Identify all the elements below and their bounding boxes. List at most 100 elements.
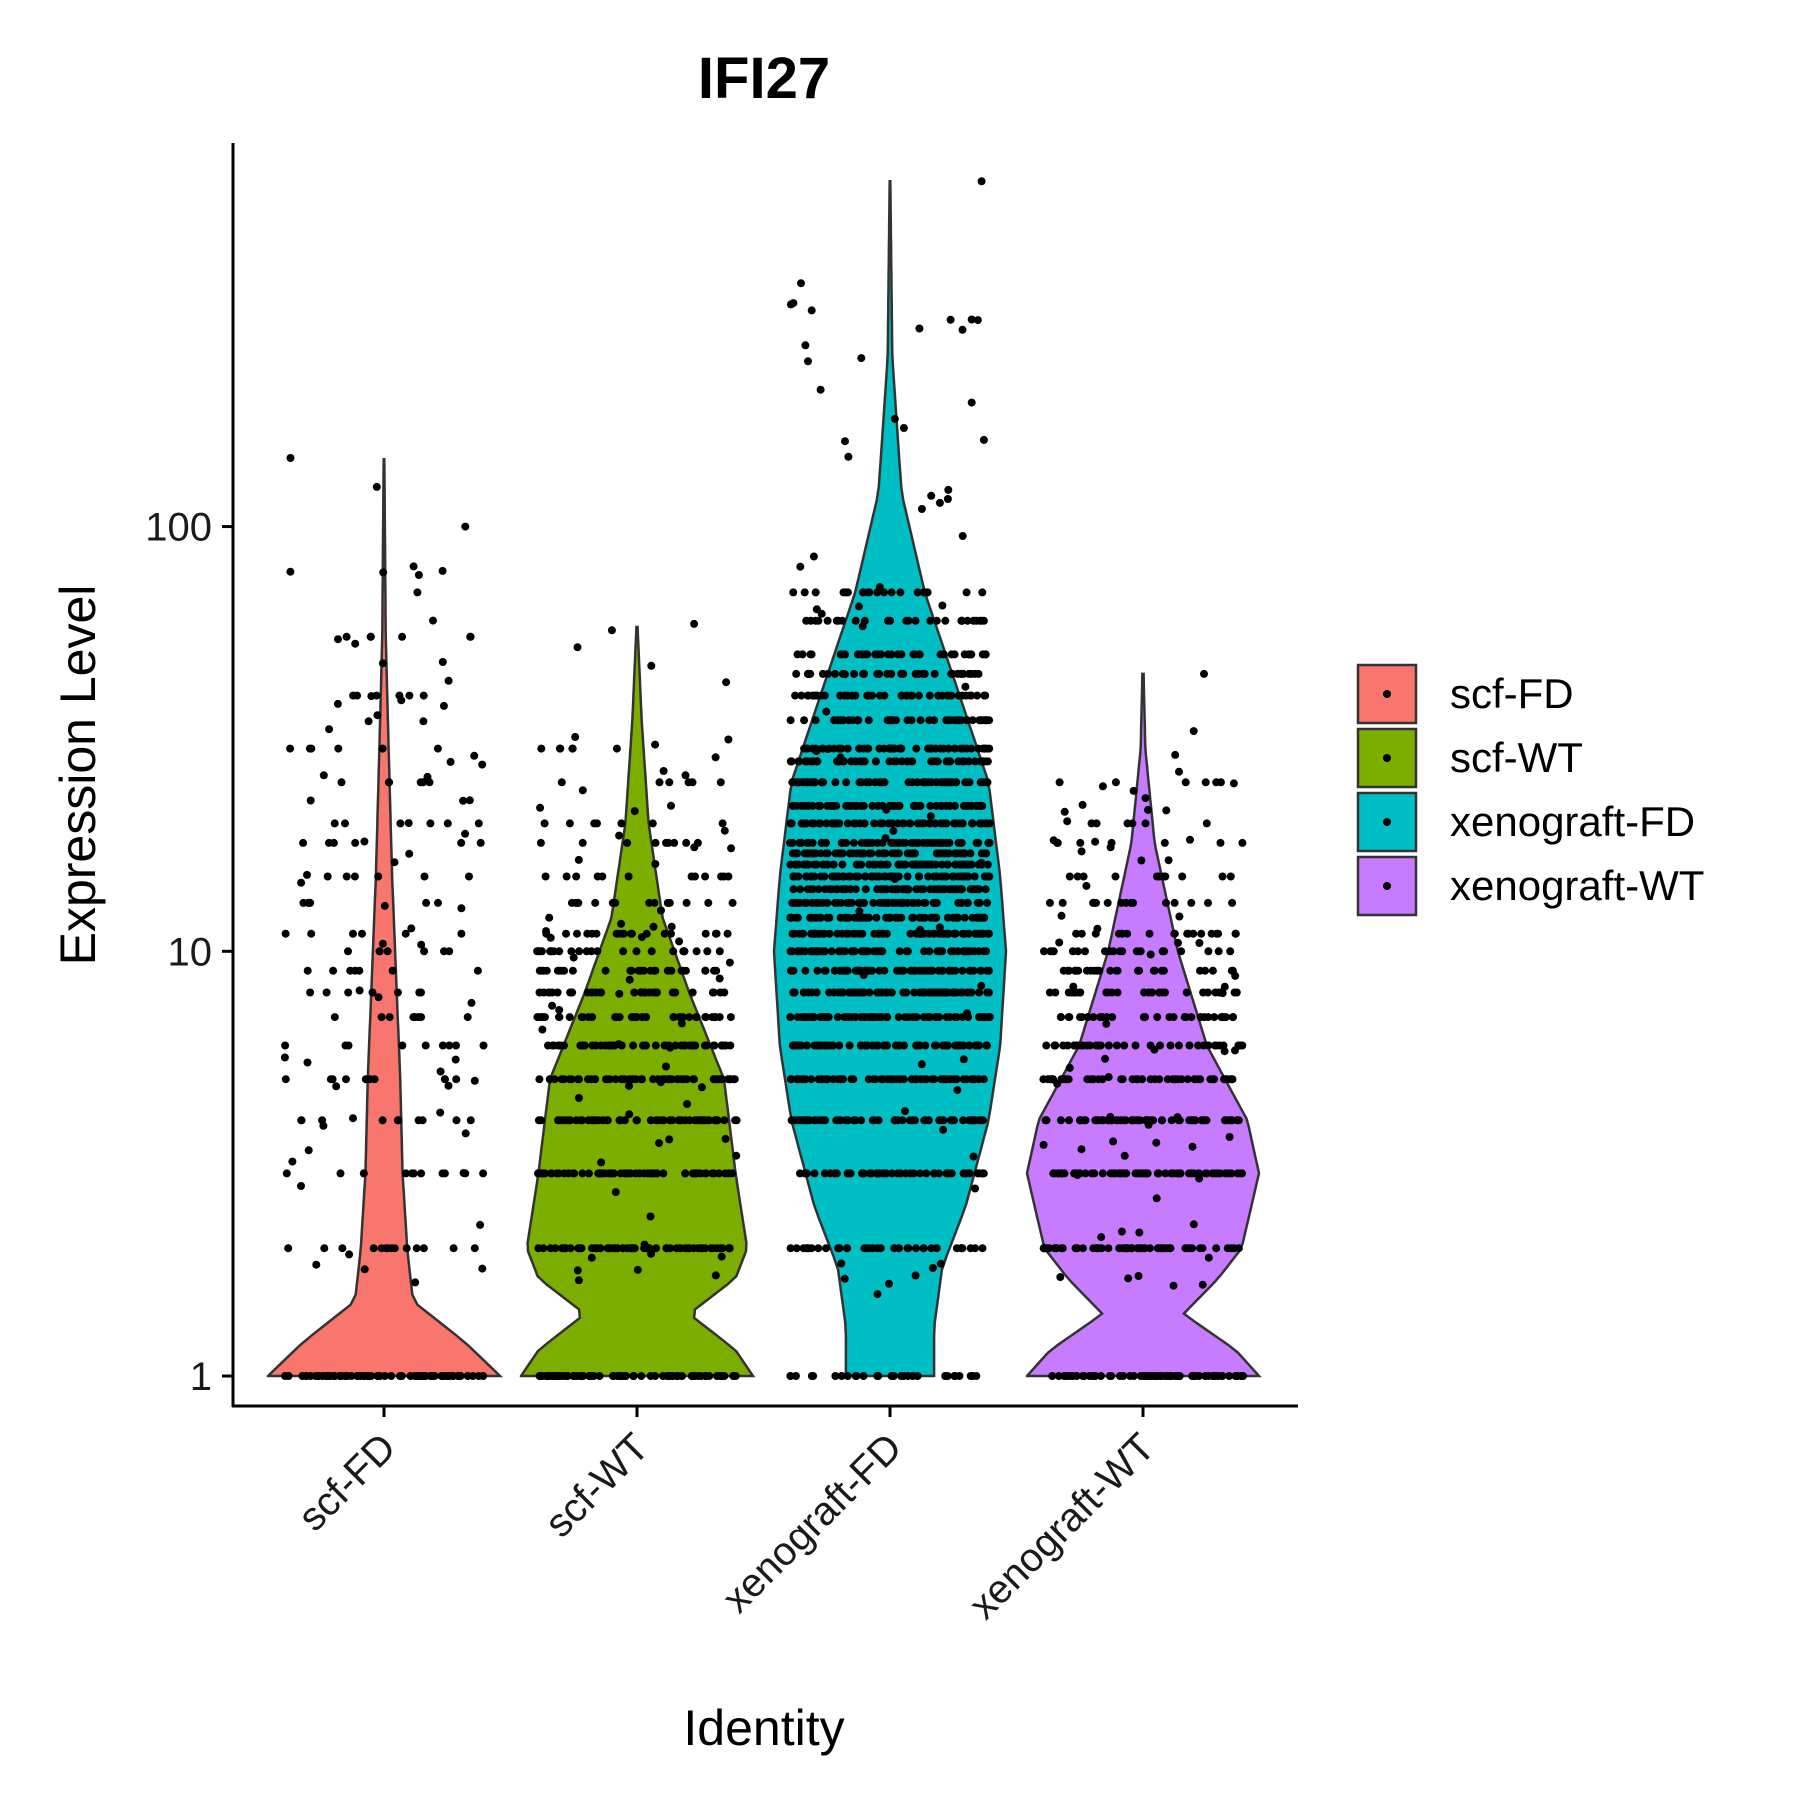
data-point	[927, 757, 936, 766]
data-point	[894, 1041, 903, 1050]
data-point	[470, 1244, 479, 1253]
data-point	[903, 849, 912, 858]
data-point	[1057, 1116, 1065, 1125]
data-point	[466, 1116, 475, 1125]
data-point	[787, 757, 796, 766]
data-point	[578, 1372, 587, 1380]
data-point	[801, 898, 810, 907]
data-point	[572, 872, 581, 881]
data-point	[401, 929, 410, 938]
data-point	[921, 913, 930, 922]
data-point	[831, 898, 839, 907]
data-point	[438, 1169, 447, 1178]
data-point	[538, 1169, 547, 1178]
outlier-point	[379, 568, 388, 577]
data-point	[1146, 1075, 1155, 1084]
data-point	[912, 1244, 920, 1253]
data-point	[838, 872, 847, 881]
data-point	[342, 872, 351, 881]
data-point	[1181, 778, 1190, 787]
data-point	[936, 1116, 945, 1125]
data-point	[341, 819, 349, 828]
data-point	[834, 1116, 843, 1125]
data-point	[825, 988, 834, 997]
data-point	[653, 1169, 662, 1178]
data-point	[562, 929, 570, 938]
data-point	[446, 757, 455, 766]
data-point	[1224, 1169, 1233, 1178]
data-point	[924, 872, 933, 881]
data-point	[550, 1075, 559, 1084]
data-point	[930, 669, 939, 678]
data-point	[1139, 1013, 1148, 1022]
data-point	[959, 1075, 968, 1084]
data-point	[875, 872, 884, 881]
data-point	[707, 1244, 716, 1253]
data-point	[571, 733, 580, 741]
data-point	[560, 1169, 569, 1178]
data-point	[360, 1265, 369, 1274]
data-point	[921, 898, 930, 907]
data-point	[1088, 1075, 1097, 1084]
data-point	[398, 632, 407, 641]
data-point	[1173, 1113, 1182, 1122]
data-point	[936, 650, 945, 659]
data-point	[958, 988, 967, 997]
data-point	[587, 1253, 596, 1262]
data-point	[1065, 1063, 1074, 1072]
data-point	[304, 1146, 313, 1155]
data-point	[807, 650, 816, 659]
data-point	[788, 778, 797, 787]
data-point	[350, 872, 359, 881]
data-point	[702, 1013, 710, 1022]
data-point	[323, 1372, 332, 1380]
data-point	[978, 588, 987, 597]
data-point	[588, 1041, 597, 1050]
data-point	[927, 913, 936, 922]
data-point	[980, 744, 989, 753]
data-point	[709, 1041, 718, 1050]
data-point	[675, 1116, 684, 1125]
data-point	[1238, 838, 1247, 847]
data-point	[1182, 988, 1191, 997]
data-point	[885, 1279, 893, 1288]
data-point	[670, 838, 679, 847]
data-point	[612, 1013, 621, 1022]
data-point	[407, 924, 416, 933]
data-point	[947, 669, 956, 678]
data-point	[833, 929, 842, 938]
data-point	[895, 947, 904, 956]
data-point	[1069, 982, 1078, 991]
data-point	[677, 1019, 686, 1028]
data-point	[967, 315, 976, 324]
data-point	[312, 1260, 321, 1269]
data-point	[366, 632, 375, 641]
data-point	[802, 1116, 810, 1125]
data-point	[342, 632, 351, 641]
data-point	[1226, 947, 1235, 956]
data-point	[1158, 947, 1167, 956]
data-point	[556, 744, 565, 753]
x-tick-label: xenograft-FD	[714, 1425, 910, 1621]
data-point	[1194, 1041, 1203, 1050]
data-point	[1158, 988, 1167, 997]
data-point	[885, 757, 894, 766]
data-point	[303, 870, 311, 879]
data-point	[1221, 1075, 1230, 1084]
data-point	[871, 778, 879, 787]
data-point	[871, 757, 880, 766]
data-point	[1107, 1372, 1116, 1380]
data-point	[1156, 1041, 1164, 1050]
data-point	[952, 1075, 961, 1084]
data-point	[569, 953, 578, 962]
data-point	[701, 872, 710, 881]
data-point	[909, 650, 918, 659]
y-tick-label: 100	[145, 506, 212, 550]
data-point	[476, 838, 485, 847]
data-point	[594, 1116, 603, 1125]
data-point	[976, 966, 985, 975]
data-point	[811, 616, 820, 625]
data-point	[723, 929, 732, 938]
data-point	[422, 898, 431, 907]
data-point	[865, 849, 874, 858]
